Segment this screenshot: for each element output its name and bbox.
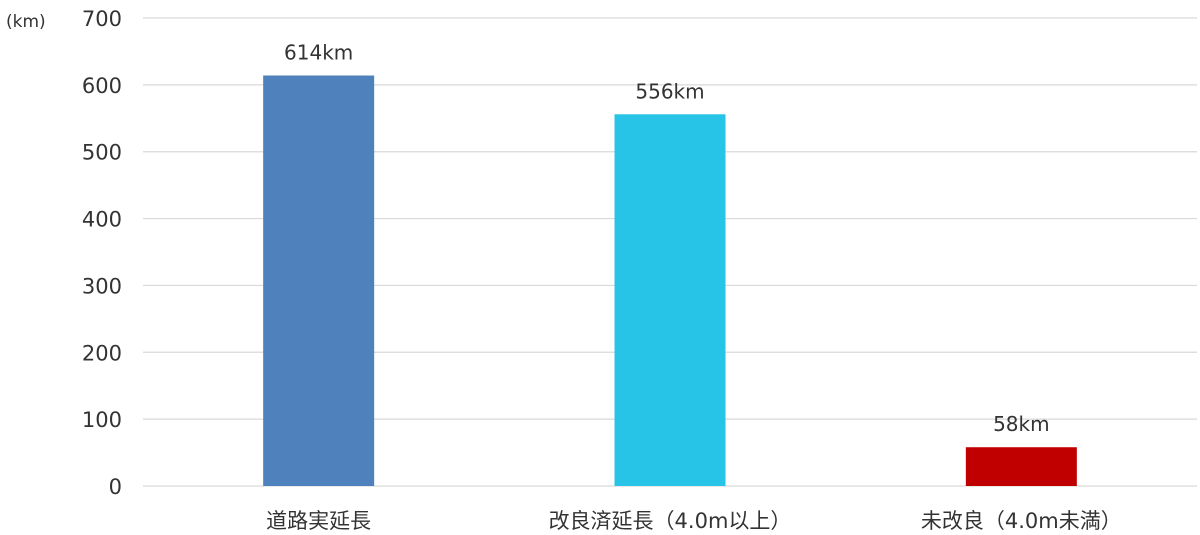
y-tick-label: 200: [82, 341, 122, 365]
data-label: 556km: [635, 79, 704, 103]
data-label: 58km: [993, 412, 1050, 436]
x-category-label: 改良済延長（4.0m以上）: [549, 509, 792, 533]
data-label: 614km: [284, 40, 353, 64]
y-tick-label: 0: [109, 475, 122, 499]
bar-1: [263, 75, 375, 487]
y-axis-unit-label: (km): [6, 12, 46, 32]
x-category-label: 未改良（4.0m未満）: [921, 509, 1122, 533]
x-category-label: 道路実延長: [266, 509, 371, 533]
y-tick-label: 300: [82, 274, 122, 298]
bar-3: [965, 447, 1077, 486]
y-tick-label: 600: [82, 74, 122, 98]
y-tick-label: 500: [82, 141, 122, 165]
y-tick-label: 100: [82, 408, 122, 432]
y-tick-label: 400: [82, 208, 122, 232]
y-tick-label: 700: [82, 7, 122, 31]
bar-2: [614, 114, 726, 486]
